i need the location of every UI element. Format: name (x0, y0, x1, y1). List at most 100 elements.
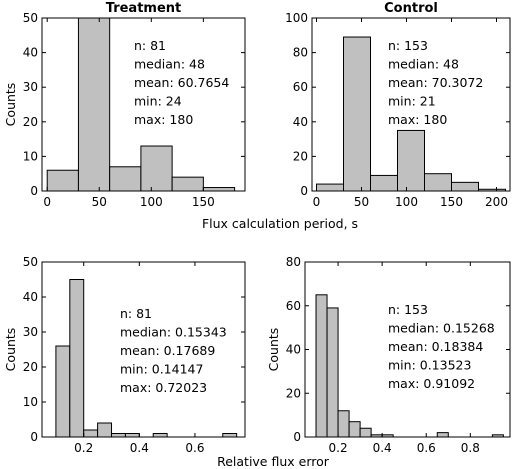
y-tick-label: 20 (23, 115, 38, 129)
y-axis-label: Counts (266, 328, 281, 372)
y-axis-label: Counts (3, 83, 18, 127)
y-tick-label: 10 (23, 149, 38, 163)
histogram-bar (55, 345, 71, 438)
y-tick-label: 20 (23, 360, 38, 374)
plot-frame (311, 17, 511, 192)
histogram-bar (326, 307, 339, 438)
x-tick-label: 0 (43, 195, 51, 209)
x-tick-label: 100 (395, 195, 418, 209)
y-tick-label: 80 (286, 255, 301, 269)
y-tick-label: 40 (23, 290, 38, 304)
x-tick-label: 100 (140, 195, 163, 209)
y-tick-label: 40 (293, 115, 308, 129)
x-tick-label: 150 (192, 195, 215, 209)
x-tick-label: 0.4 (373, 441, 392, 455)
y-tick-label: 80 (293, 46, 308, 60)
x-tick-label: 50 (92, 195, 107, 209)
y-tick-label: 60 (286, 299, 301, 313)
stats-line: min: 21 (388, 94, 436, 109)
histogram-bar (348, 421, 361, 438)
histogram-bar (343, 36, 371, 192)
x-tick-label: 0.2 (74, 441, 93, 455)
panel-control-period: 0 50 100 150 200 0 20 40 60 80 100 Control n: 153 med… (285, 1, 511, 209)
stats-line: max: 0.72023 (120, 380, 207, 395)
panel-treatment-error: 0.2 0.4 0.6 0 10 20 30 40 50 Counts n: 81 median: 0… (3, 255, 246, 455)
x-tick-label: 50 (354, 195, 369, 209)
histogram-bar (109, 166, 142, 192)
y-tick-label: 40 (23, 46, 38, 60)
histogram-bar (83, 429, 99, 438)
histogram-bar (140, 145, 173, 192)
stats-line: median: 0.15268 (388, 321, 495, 336)
stats-line: n: 153 (388, 302, 428, 317)
histogram-bar (69, 279, 85, 438)
panel-treatment-period: 0 50 100 150 0 10 20 30 40 50 Treatment Counts n: 81… (3, 1, 246, 209)
y-tick-label: 20 (293, 149, 308, 163)
stats-line: mean: 0.17689 (120, 343, 215, 358)
y-tick-label: 0 (30, 184, 38, 198)
y-tick-label: 60 (293, 80, 308, 94)
panel-control-error: 0.2 0.4 0.6 0.8 0 20 40 60 80 Counts n: 153 median:… (266, 255, 511, 455)
y-tick-label: 10 (23, 395, 38, 409)
stats-line: min: 24 (134, 94, 182, 109)
x-tick-label: 0.8 (461, 441, 480, 455)
y-axis-label: Counts (3, 328, 18, 372)
stats-line: mean: 0.18384 (388, 339, 483, 354)
y-tick-label: 20 (286, 386, 301, 400)
y-tick-label: 40 (286, 343, 301, 357)
x-tick-label: 0.4 (130, 441, 149, 455)
histogram-bar (222, 433, 238, 438)
y-tick-label: 30 (23, 325, 38, 339)
plot-frame (41, 17, 246, 192)
x-tick-label: 0.6 (417, 441, 436, 455)
histogram-bar (359, 427, 372, 438)
histogram-bar (97, 422, 113, 438)
y-tick-label: 50 (23, 11, 38, 25)
y-tick-label: 30 (23, 80, 38, 94)
stats-line: mean: 70.3072 (388, 75, 483, 90)
x-tick-label: 200 (485, 195, 508, 209)
stats-line: max: 180 (134, 112, 193, 127)
histogram-bar (397, 129, 425, 192)
stats-line: min: 0.14147 (120, 362, 203, 377)
chart-title: Control (384, 1, 438, 16)
histogram-bar (202, 187, 236, 192)
histogram-bar (152, 433, 168, 438)
x-tick-label: 150 (440, 195, 463, 209)
y-tick-label: 50 (23, 255, 38, 269)
y-tick-label: 0 (293, 430, 301, 444)
plot-frame (41, 261, 246, 438)
histogram-bar (316, 183, 344, 192)
stats-line: median: 48 (388, 57, 459, 72)
stats-line: mean: 60.7654 (134, 75, 229, 90)
histogram-bar (46, 169, 79, 192)
y-tick-label: 0 (300, 184, 308, 198)
y-tick-label: 0 (30, 430, 38, 444)
stats-line: median: 0.15343 (120, 325, 227, 340)
histogram-bar (171, 176, 204, 192)
histogram-bar (315, 294, 328, 438)
stats-line: median: 48 (134, 57, 205, 72)
top-x-axis-label: Flux calculation period, s (202, 216, 358, 231)
histogram-bar (337, 410, 350, 438)
stats-line: max: 0.91092 (388, 376, 475, 391)
bottom-x-axis-label: Relative flux error (217, 454, 330, 469)
stats-line: min: 0.13523 (388, 358, 471, 373)
y-tick-label: 100 (285, 11, 308, 25)
x-tick-label: 0.2 (329, 441, 348, 455)
stats-line: max: 180 (388, 112, 447, 127)
chart-title: Treatment (106, 1, 182, 16)
histogram-bar (77, 17, 111, 192)
histogram-bar (436, 432, 449, 438)
histogram-bar (111, 433, 126, 438)
histogram-bar (124, 433, 140, 438)
x-tick-label: 0 (313, 195, 321, 209)
histogram-bar (424, 173, 452, 192)
stats-line: n: 153 (388, 38, 428, 53)
stats-line: n: 81 (120, 306, 152, 321)
histogram-bar (370, 174, 398, 192)
x-tick-label: 0.6 (185, 441, 204, 455)
stats-line: n: 81 (134, 38, 166, 53)
histogram-bar (451, 181, 479, 192)
